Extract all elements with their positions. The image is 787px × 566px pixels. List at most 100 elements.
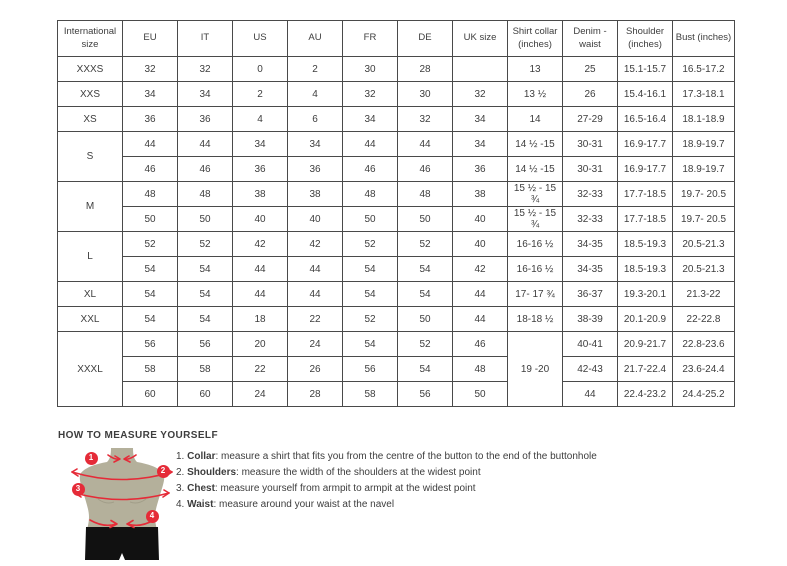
table-cell: 48 [342,181,398,207]
table-cell: 56 [397,381,453,407]
table-cell: 32 [397,106,453,132]
table-cell: XXL [57,306,123,332]
table-cell: 0 [232,56,288,82]
table-cell: 50 [452,381,508,407]
table-cell: 14 [507,106,563,132]
table-cell: 34 [122,81,178,107]
instruction-item: 1. Collar: measure a shirt that fits you… [176,449,751,465]
table-cell: 34-35 [562,256,618,282]
table-cell: 34-35 [562,231,618,257]
table-cell: 13 [507,56,563,82]
table-cell: 42 [287,231,343,257]
table-cell: 16-16 ½ [507,231,563,257]
table-cell: 19.7- 20.5 [672,206,735,232]
table-body: XXXS 32 32 0 2 30 28 13 25 15.1-15.7 16.5-17.2 XXS 3… [57,56,735,407]
instruction-text: : measure a shirt that fits you from the… [215,451,597,462]
table-cell: 15 ½ - 15 ¾ [507,206,563,232]
instruction-item: 3. Chest: measure yourself from armpit t… [176,481,751,497]
instruction-label: Shoulders [187,467,237,478]
instruction-item: 2. Shoulders: measure the width of the s… [176,465,751,481]
table-cell: 54 [122,281,178,307]
table-cell: 16.5-16.4 [617,106,673,132]
table-cell: 40 [452,231,508,257]
table-cell: 40 [452,206,508,232]
collar-arrowhead-left [113,455,121,463]
table-row: XXXS 32 32 0 2 30 28 13 25 15.1-15.7 16.5-17.2 [57,56,735,82]
table-row: XL 54 54 44 44 54 54 44 17- 17 ¾ 36-37 19.3-20.1 21… [57,281,735,307]
table-cell: 44 [452,306,508,332]
table-cell: 52 [342,306,398,332]
chest-arrow [74,492,170,501]
table-cell: 36 [122,106,178,132]
table-cell: 54 [397,256,453,282]
instruction-text: : measure the width of the shoulders at … [236,467,481,478]
column-header: Shirt collar (inches) [507,20,563,57]
table-row: XXL 54 54 18 22 52 50 44 18-18 ½ 38-39 20.1-20.9 22… [57,306,735,332]
table-cell: 52 [342,231,398,257]
table-cell: 54 [122,256,178,282]
column-header: IT [177,20,233,57]
table-cell: 36 [452,156,508,182]
table-cell: 34 [452,106,508,132]
column-header: FR [342,20,398,57]
table-row: 46 46 36 36 46 46 36 14 ½ -15 30-31 16.9-17.7 18.9… [58,156,735,182]
table-cell: 30 [397,81,453,107]
table-row: 58 58 22 26 56 54 48 42-43 21.7-22.4 23.6-24.4 [58,356,735,382]
table-cell: 52 [397,231,453,257]
table-cell: 58 [122,356,178,382]
collar-arrowhead-right [123,455,131,463]
table-cell: 32 [342,81,398,107]
table-cell: 54 [342,281,398,307]
table-cell: 54 [342,331,398,357]
table-cell: 50 [397,206,453,232]
table-cell: 30-31 [562,156,618,182]
table-cell: S [57,131,123,182]
table-cell: 36-37 [562,281,618,307]
figure-marker-chest: 3 [71,482,85,496]
table-cell: 58 [342,381,398,407]
table-cell: 50 [397,306,453,332]
table-cell: 16.9-17.7 [617,156,673,182]
table-cell: 17.7-18.5 [617,181,673,207]
table-cell: 14 ½ -15 [507,156,563,182]
table-cell: 20.1-20.9 [617,306,673,332]
chest-contour-left [97,498,115,504]
table-cell: 18.9-19.7 [672,131,735,157]
table-cell: 44 [287,256,343,282]
column-header: UK size [452,20,508,57]
table-cell: 2 [232,81,288,107]
table-cell: 44 [177,131,233,157]
table-cell: 54 [397,356,453,382]
instruction-label: Collar [187,451,216,462]
measurement-figure: 1 2 3 4 [62,447,182,562]
table-cell: 21.3-22 [672,281,735,307]
table-header-row: International size EU IT US AU FR DE UK size Shi… [57,20,735,57]
table-cell: 44 [562,381,618,407]
table-cell: 38-39 [562,306,618,332]
table-cell: 60 [122,381,178,407]
table-cell: 50 [177,206,233,232]
table-cell: XL [57,281,123,307]
table-cell: 30-31 [562,131,618,157]
table-cell: 44 [232,281,288,307]
table-cell: 54 [177,256,233,282]
table-cell: 34 [177,81,233,107]
table-cell: 22 [232,356,288,382]
figure-marker-collar: 1 [84,451,98,465]
table-cell: 52 [122,231,178,257]
table-cell: 17.3-18.1 [672,81,735,107]
instruction-label: Waist [187,499,214,510]
table-cell: 52 [397,331,453,357]
table-cell: 27-29 [562,106,618,132]
table-cell: 21.7-22.4 [617,356,673,382]
table-cell: XXXS [57,56,123,82]
table-row: XXS 34 34 2 4 32 30 32 13 ½ 26 15.4-16.1 17.3-18.1 [57,81,735,107]
table-cell: M [57,181,123,232]
table-cell: 18.9-19.7 [672,156,735,182]
table-cell: 60 [177,381,233,407]
chest-contour-right [129,498,147,504]
table-row: 54 54 44 44 54 54 42 16-16 ½ 34-35 18.5-19.3 20.5-… [58,256,735,282]
table-cell: 18.1-18.9 [672,106,735,132]
table-cell: 15.1-15.7 [617,56,673,82]
